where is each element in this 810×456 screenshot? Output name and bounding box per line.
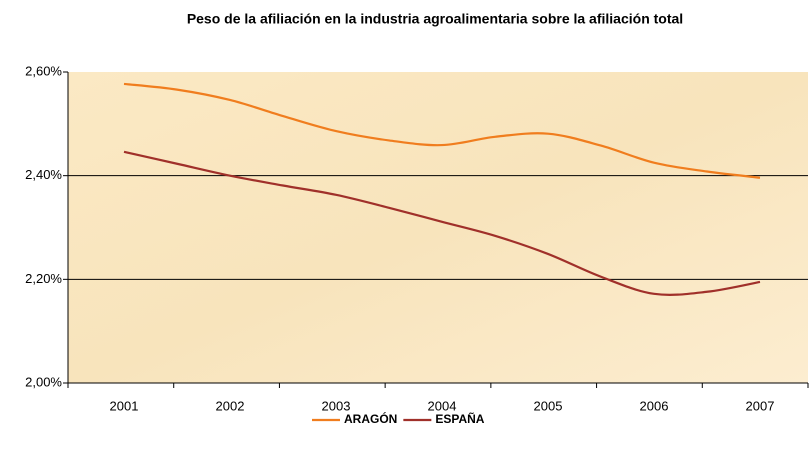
- x-tick-label: 2005: [534, 398, 563, 413]
- y-tick-label: 2,20%: [25, 271, 62, 286]
- series-line: [123, 82, 761, 179]
- plot-area: [68, 72, 808, 383]
- y-tick-label: 2,40%: [25, 167, 62, 182]
- y-tick-label: 2,00%: [25, 374, 62, 389]
- legend-label: ARAGÓN: [344, 411, 397, 426]
- x-tick-label: 2004: [428, 398, 457, 413]
- x-tick-label: 2006: [640, 398, 669, 413]
- y-tick-label: 2,60%: [25, 63, 62, 78]
- legend-label: ESPAÑA: [435, 411, 484, 426]
- x-tick-label: 2007: [746, 398, 775, 413]
- x-tick-label: 2002: [216, 398, 245, 413]
- x-tick-label: 2001: [110, 398, 139, 413]
- x-tick-label: 2003: [322, 398, 351, 413]
- series-line: [123, 150, 761, 296]
- chart-title: Peso de la afiliación en la industria ag…: [187, 11, 683, 27]
